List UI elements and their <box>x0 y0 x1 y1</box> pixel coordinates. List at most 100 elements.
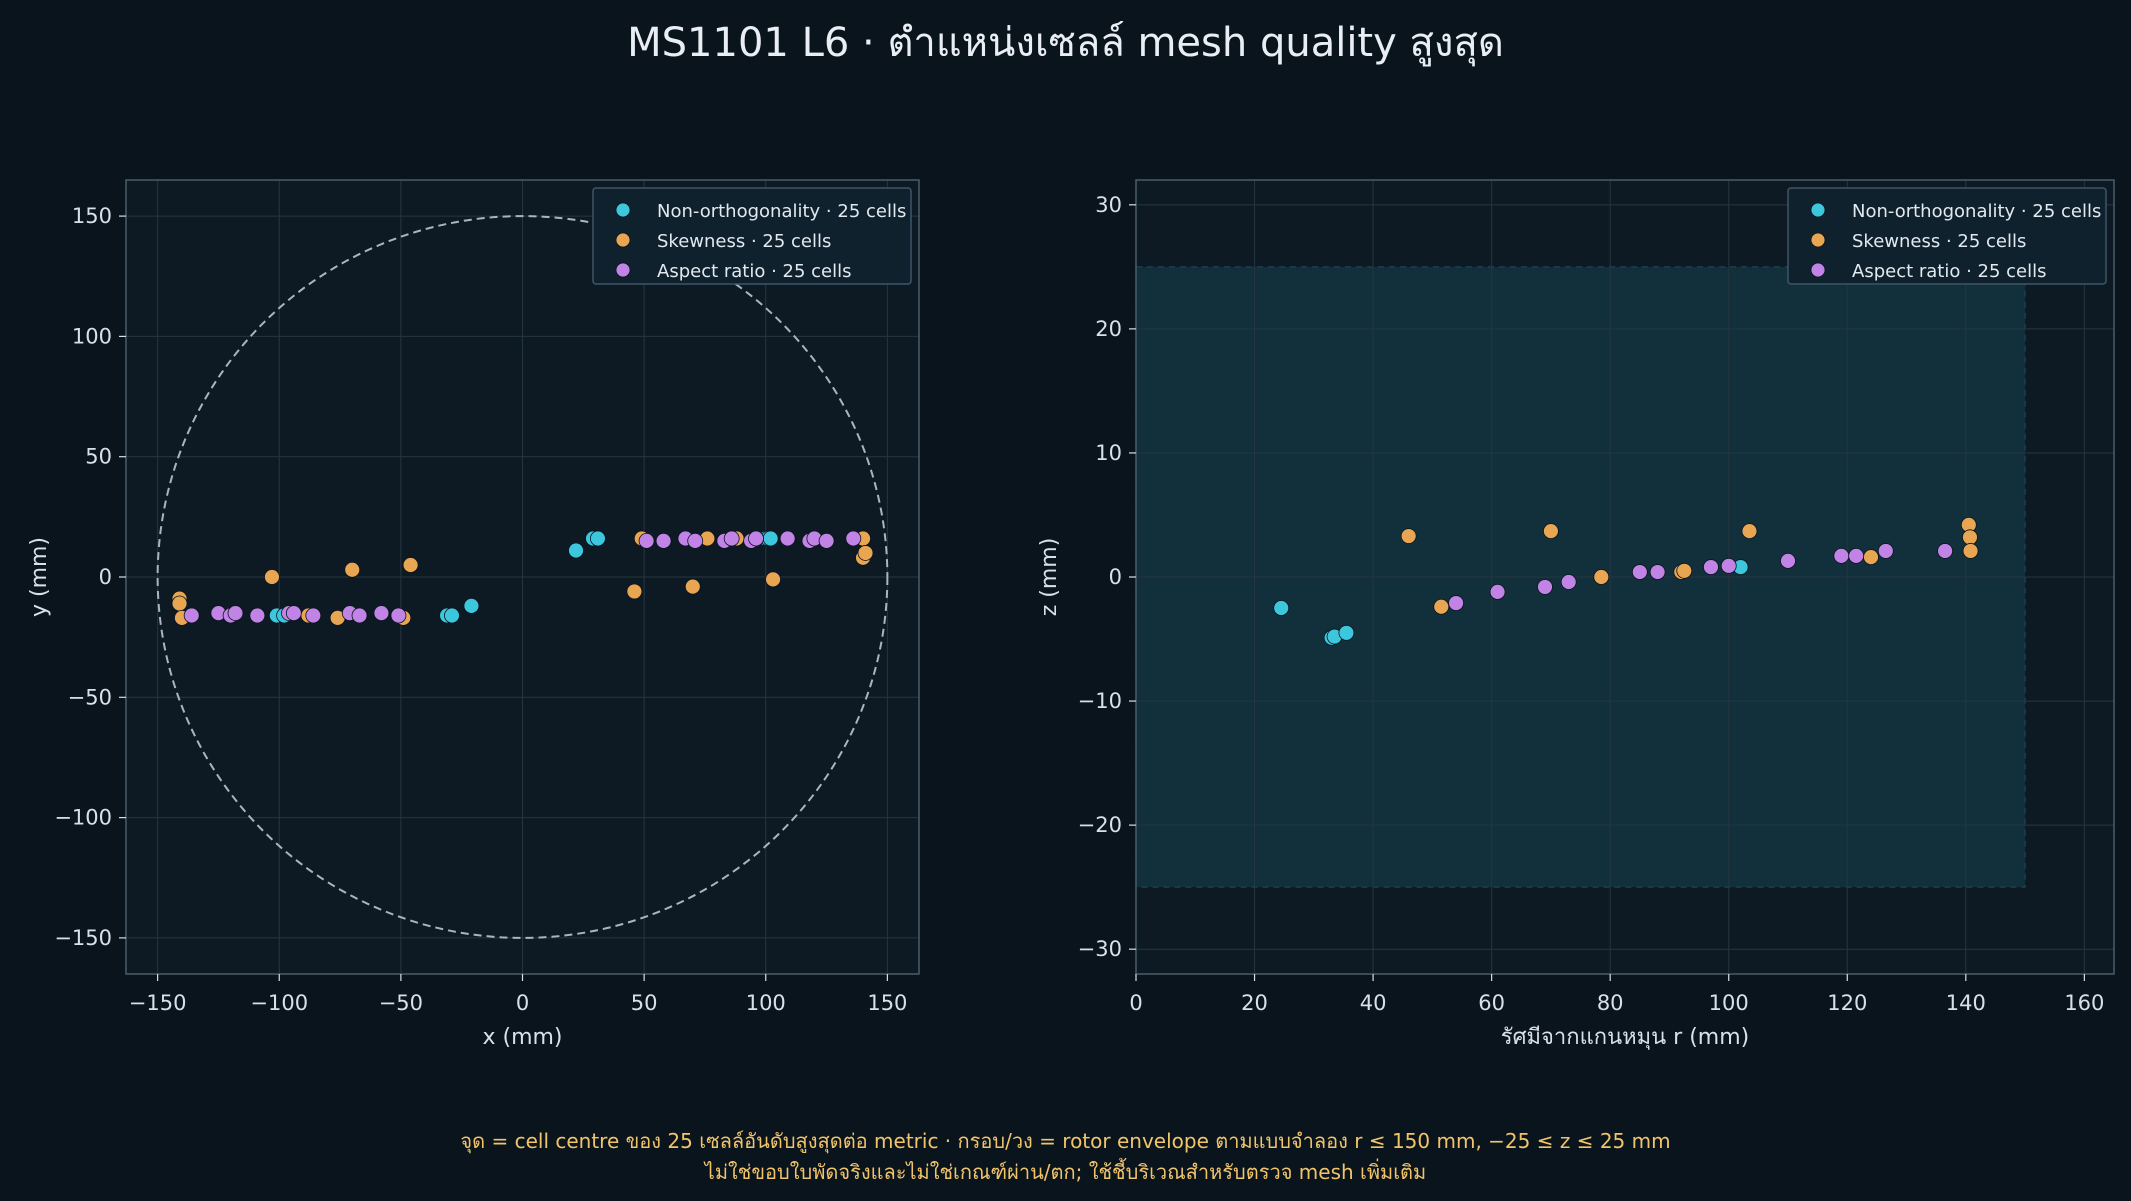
data-point-non-orthogonality <box>590 530 606 547</box>
data-point-skewness <box>1741 523 1758 539</box>
legend-label: Non-orthogonality · 25 cells <box>657 201 906 222</box>
x-tick-label: 20 <box>1241 991 1268 1015</box>
data-point-skewness <box>402 557 419 573</box>
legend-marker <box>1810 262 1826 278</box>
data-point-aspect-ratio <box>183 607 200 624</box>
chart-title: MS1101 L6 · ตำแหน่งเซลล์ mesh quality สู… <box>627 20 1504 66</box>
data-point-skewness <box>626 583 643 600</box>
data-point-aspect-ratio <box>1649 564 1666 580</box>
data-point-aspect-ratio <box>351 607 368 624</box>
data-point-non-orthogonality <box>762 530 779 547</box>
data-point-skewness <box>1962 543 1979 559</box>
legend-marker <box>615 202 631 218</box>
data-point-skewness <box>1543 523 1559 539</box>
y-tick-label: 50 <box>85 445 112 469</box>
x-tick-label: −100 <box>250 991 308 1015</box>
x-tick-label: 50 <box>631 991 658 1015</box>
x-axis-label: รัศมีจากแกนหมุน r (mm) <box>1501 1025 1750 1050</box>
y-tick-label: −30 <box>1078 937 1122 961</box>
data-point-aspect-ratio <box>1703 559 1719 575</box>
data-point-aspect-ratio <box>1560 574 1577 590</box>
x-tick-label: −150 <box>129 991 187 1015</box>
data-point-aspect-ratio <box>1489 583 1506 600</box>
data-point-aspect-ratio <box>1937 543 1953 559</box>
footnote-line-1: จุด = cell centre ของ 25 เซลล์อันดับสูงส… <box>460 1129 1671 1153</box>
legend-label: Aspect ratio · 25 cells <box>657 261 852 282</box>
data-point-aspect-ratio <box>1631 564 1648 580</box>
x-tick-label: 160 <box>2064 991 2104 1015</box>
y-axis-label: y (mm) <box>27 537 52 617</box>
y-tick-label: 150 <box>72 204 112 228</box>
data-point-aspect-ratio <box>1780 552 1796 569</box>
rotor-envelope-circle <box>156 215 889 939</box>
y-tick-label: 0 <box>1109 565 1122 589</box>
data-point-aspect-ratio <box>249 607 266 624</box>
data-point-aspect-ratio <box>818 533 835 549</box>
y-tick-label: 10 <box>1095 441 1122 465</box>
panel-2: 0 20 40 60 80 100 120 140 160 −30 −20 −10 0 10 20 30 รัศ… <box>1037 179 2115 1050</box>
data-point-aspect-ratio <box>390 607 407 624</box>
legend-box <box>592 187 912 285</box>
x-tick-label: 0 <box>1129 991 1142 1015</box>
y-tick-label: 30 <box>1095 193 1122 217</box>
legend-box <box>1787 187 2107 285</box>
data-point-aspect-ratio <box>1848 548 1865 564</box>
data-point-skewness <box>1863 549 1879 566</box>
x-tick-label: 100 <box>1709 991 1749 1015</box>
data-point-aspect-ratio <box>373 605 390 621</box>
data-point-skewness <box>1962 529 1978 546</box>
x-tick-label: 60 <box>1478 991 1505 1015</box>
x-tick-label: −50 <box>379 991 423 1015</box>
data-point-aspect-ratio <box>655 533 672 549</box>
x-tick-label: 40 <box>1360 991 1387 1015</box>
data-point-aspect-ratio <box>723 530 740 547</box>
data-point-aspect-ratio <box>285 605 302 621</box>
data-point-aspect-ratio <box>779 530 796 547</box>
data-point-non-orthogonality <box>444 607 460 624</box>
y-axis-label: z (mm) <box>1037 538 1062 617</box>
data-point-non-orthogonality <box>1338 624 1355 641</box>
data-point-aspect-ratio <box>638 533 655 549</box>
data-point-skewness <box>171 595 188 612</box>
legend-label: Skewness · 25 cells <box>1852 231 2026 252</box>
x-tick-label: 150 <box>867 991 907 1015</box>
data-point-aspect-ratio <box>845 530 862 547</box>
legend-marker <box>1810 202 1826 218</box>
x-tick-label: 120 <box>1827 991 1867 1015</box>
data-point-skewness <box>1676 562 1693 579</box>
x-tick-label: 0 <box>516 991 529 1015</box>
data-point-skewness <box>765 571 781 588</box>
y-tick-label: −100 <box>54 806 112 830</box>
y-tick-label: −50 <box>68 685 112 709</box>
legend-marker <box>615 262 631 278</box>
data-point-non-orthogonality <box>463 597 480 614</box>
y-tick-label: −150 <box>54 926 112 950</box>
data-point-skewness <box>857 545 874 561</box>
data-point-aspect-ratio <box>1448 595 1464 611</box>
legend-marker <box>1810 232 1826 248</box>
y-tick-label: −10 <box>1078 689 1122 713</box>
x-tick-label: 140 <box>1946 991 1986 1015</box>
data-point-aspect-ratio <box>687 533 704 549</box>
data-point-aspect-ratio <box>1877 543 1894 559</box>
legend-label: Aspect ratio · 25 cells <box>1852 261 2047 282</box>
panel-1: −150 −100 −50 0 50 100 150 −150 −100 −50 0 50 100 150… <box>27 179 920 1050</box>
data-point-skewness <box>684 578 701 595</box>
data-point-skewness <box>1593 569 1610 585</box>
data-point-non-orthogonality <box>568 542 584 559</box>
data-point-aspect-ratio <box>1537 579 1553 595</box>
y-tick-label: 20 <box>1095 317 1122 341</box>
data-point-aspect-ratio <box>227 605 244 621</box>
x-tick-label: 80 <box>1597 991 1624 1015</box>
data-point-aspect-ratio <box>1720 557 1737 574</box>
data-point-aspect-ratio <box>305 607 322 624</box>
legend-label: Non-orthogonality · 25 cells <box>1852 201 2101 222</box>
data-point-skewness <box>264 569 280 585</box>
data-point-aspect-ratio <box>1833 548 1850 564</box>
footnote-line-2: ไม่ใช่ขอบใบพัดจริงและไม่ใช่เกณฑ์ผ่าน/ตก;… <box>704 1160 1427 1184</box>
data-point-non-orthogonality <box>1273 600 1290 616</box>
legend-label: Skewness · 25 cells <box>657 231 831 252</box>
data-point-skewness <box>344 561 361 578</box>
